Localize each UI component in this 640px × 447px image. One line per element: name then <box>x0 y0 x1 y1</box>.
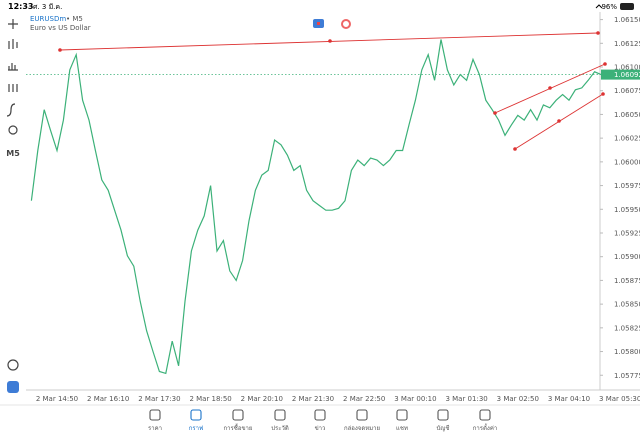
battery-icon <box>620 3 634 10</box>
tab-icon[interactable] <box>437 409 449 421</box>
speed-icon[interactable] <box>7 359 19 371</box>
x-tick-label: 2 Mar 17:30 <box>138 395 180 403</box>
y-tick-label: 1.05850 <box>614 301 640 309</box>
x-tick-label: 3 Mar 04:10 <box>548 395 590 403</box>
tab-label[interactable]: แชท <box>396 425 408 432</box>
symbol-timeframe: • M5 <box>66 15 83 23</box>
tab-icon[interactable] <box>314 409 326 421</box>
symbol-name[interactable]: EURUSDm <box>30 15 66 23</box>
toolbar-timeframe[interactable]: M5 <box>6 149 20 158</box>
crosshair-icon[interactable] <box>8 19 18 29</box>
function-icon[interactable] <box>6 103 16 117</box>
x-tick-label: 2 Mar 20:10 <box>241 395 283 403</box>
y-tick-label: 1.05825 <box>614 324 640 332</box>
x-tick-label: 3 Mar 01:30 <box>445 395 487 403</box>
y-tick-label: 1.05900 <box>614 253 640 261</box>
x-tick-label: 2 Mar 14:50 <box>36 395 78 403</box>
handle[interactable] <box>513 147 517 151</box>
handle[interactable] <box>603 62 607 66</box>
current-price-box <box>601 69 640 80</box>
tab[interactable]: บัญชี <box>437 409 450 432</box>
x-tick-label: 3 Mar 00:10 <box>394 395 436 403</box>
left-toolbar <box>6 19 19 371</box>
handle[interactable] <box>493 111 497 115</box>
tab-label[interactable]: การซื้อขาย <box>224 422 253 432</box>
tab-label[interactable]: กล่องจดหมาย <box>344 425 380 432</box>
y-tick-label: 1.06125 <box>614 40 640 48</box>
x-tick-label: 3 Mar 02:50 <box>497 395 539 403</box>
tab-icon[interactable] <box>149 409 161 421</box>
trend-handles <box>58 31 607 151</box>
status-date: ศ. 3 มี.ค. <box>33 3 62 11</box>
tab[interactable]: กล่องจดหมาย <box>344 409 380 432</box>
handle[interactable] <box>58 48 62 52</box>
tab-bar: ราคา กราฟ การซื้อขาย ประวัติ ข่าว กล่องจดหมาย… <box>148 409 497 432</box>
tab-icon[interactable] <box>356 409 368 421</box>
tab-label[interactable]: บัญชี <box>437 424 450 432</box>
tab-label[interactable]: ราคา <box>148 425 162 432</box>
handle[interactable] <box>601 92 605 96</box>
y-tick-label: 1.05875 <box>614 277 640 285</box>
x-tick-label: 2 Mar 22:50 <box>343 395 385 403</box>
tab[interactable]: ข่าว <box>314 409 326 432</box>
tab-icon[interactable] <box>274 409 286 421</box>
y-tick-label: 1.06000 <box>614 158 640 166</box>
handle[interactable] <box>548 86 552 90</box>
bars-icon[interactable] <box>8 63 18 71</box>
handle[interactable] <box>328 39 332 43</box>
tab[interactable]: การตั้งค่า <box>473 409 497 432</box>
y-tick-label: 1.05775 <box>614 372 640 380</box>
symbol-description: Euro vs US Dollar <box>30 24 91 32</box>
y-tick-label: 1.06050 <box>614 111 640 119</box>
y-tick-label: 1.05950 <box>614 206 640 214</box>
button-dot <box>317 22 320 25</box>
wifi-icon <box>595 4 603 9</box>
plot: 1.06150 1.06125 1.06100 1.06075 1.06050 1.060… <box>26 16 640 403</box>
tab-icon[interactable] <box>232 409 244 421</box>
tab[interactable]: กราฟ <box>189 409 203 432</box>
handle[interactable] <box>557 119 561 123</box>
x-tick-label: 2 Mar 16:10 <box>87 395 129 403</box>
x-tick-label: 2 Mar 21:30 <box>292 395 334 403</box>
tab[interactable]: แชท <box>396 409 408 432</box>
y-tick-label: 1.06075 <box>614 87 640 95</box>
tab-icon[interactable] <box>479 409 491 421</box>
tab-icon[interactable] <box>396 409 408 421</box>
tab[interactable]: ประวัติ <box>271 409 289 432</box>
y-tick-label: 1.06150 <box>614 16 640 24</box>
status-time: 12:33 <box>8 2 33 11</box>
y-tick-label: 1.06100 <box>614 64 640 72</box>
x-tick-label: 3 Mar 05:30 <box>599 395 640 403</box>
indicators-icon[interactable] <box>8 84 18 92</box>
handle[interactable] <box>596 31 600 35</box>
y-tick-label: 1.05800 <box>614 348 640 356</box>
tab-label[interactable]: ประวัติ <box>271 425 289 432</box>
tab-icon[interactable] <box>190 409 202 421</box>
tab-label[interactable]: ข่าว <box>315 425 326 432</box>
price-line <box>30 39 602 375</box>
candles-icon[interactable] <box>8 39 18 49</box>
indicator-button[interactable] <box>341 19 351 29</box>
objects-icon[interactable] <box>8 125 18 135</box>
tab[interactable]: การซื้อขาย <box>224 409 253 432</box>
tab-label[interactable]: กราฟ <box>189 425 203 432</box>
tab[interactable]: ราคา <box>148 409 162 432</box>
y-tick-label: 1.05975 <box>614 182 640 190</box>
app-icon[interactable] <box>7 381 19 393</box>
tab-label[interactable]: การตั้งค่า <box>473 422 497 432</box>
y-tick-label: 1.06025 <box>614 135 640 143</box>
y-tick-label: 1.05925 <box>614 229 640 237</box>
x-tick-label: 2 Mar 18:50 <box>189 395 231 403</box>
status-battery: 96% <box>601 3 617 11</box>
current-price-label: 1.06092 <box>614 71 640 79</box>
